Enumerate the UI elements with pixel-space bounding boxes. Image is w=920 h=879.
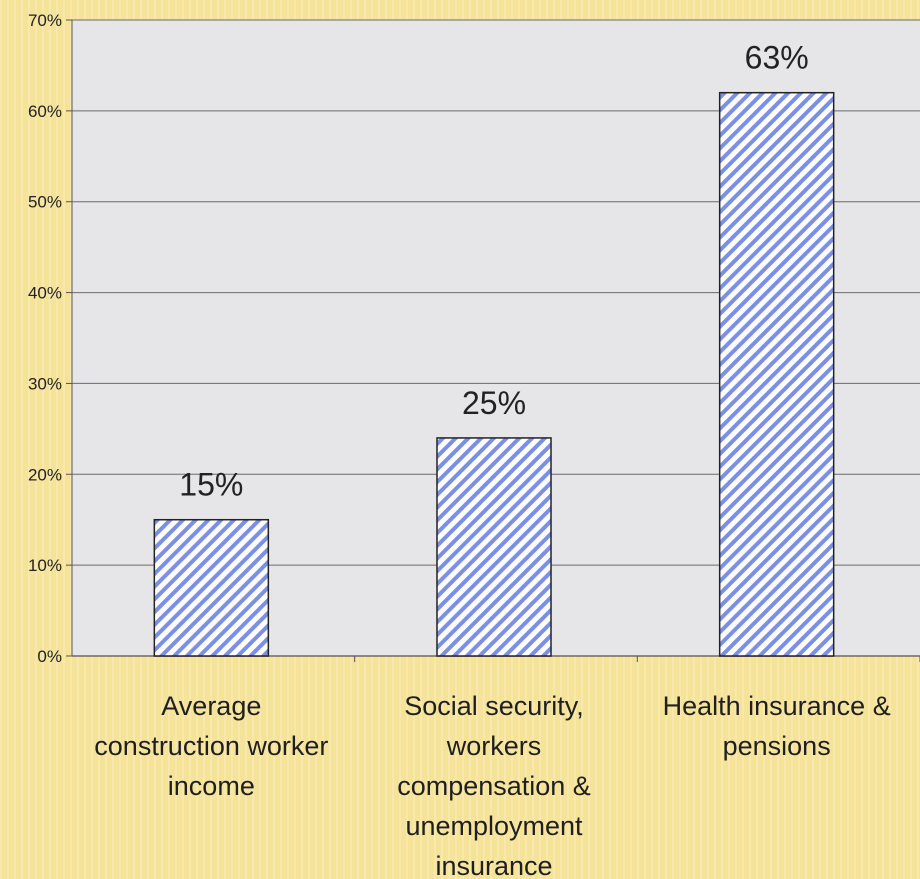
x-tick-label: Average construction worker income bbox=[94, 691, 329, 801]
data-label: 25% bbox=[462, 385, 526, 421]
data-label: 63% bbox=[745, 40, 809, 76]
y-tick-label: 30% bbox=[28, 374, 62, 393]
bar bbox=[436, 437, 552, 657]
y-tick-label: 70% bbox=[28, 11, 62, 30]
data-label: 15% bbox=[179, 467, 243, 503]
y-axis: 0% 10% 20% 30% 40% 50% 60% 70% bbox=[28, 11, 920, 666]
y-tick-label: 20% bbox=[28, 465, 62, 484]
y-tick-label: 0% bbox=[37, 647, 62, 666]
y-tick-label: 10% bbox=[28, 556, 62, 575]
bar bbox=[718, 91, 835, 657]
data-labels: 15% 25% 63% bbox=[179, 40, 808, 503]
x-tick-label: Social security, workers compensation & … bbox=[397, 691, 591, 879]
x-tick-label: Health insurance & pensions bbox=[662, 691, 891, 761]
bar bbox=[153, 518, 270, 657]
bars bbox=[153, 91, 835, 657]
y-tick-label: 40% bbox=[28, 284, 62, 303]
y-tick-label: 60% bbox=[28, 102, 62, 121]
y-tick-label: 50% bbox=[28, 193, 62, 212]
